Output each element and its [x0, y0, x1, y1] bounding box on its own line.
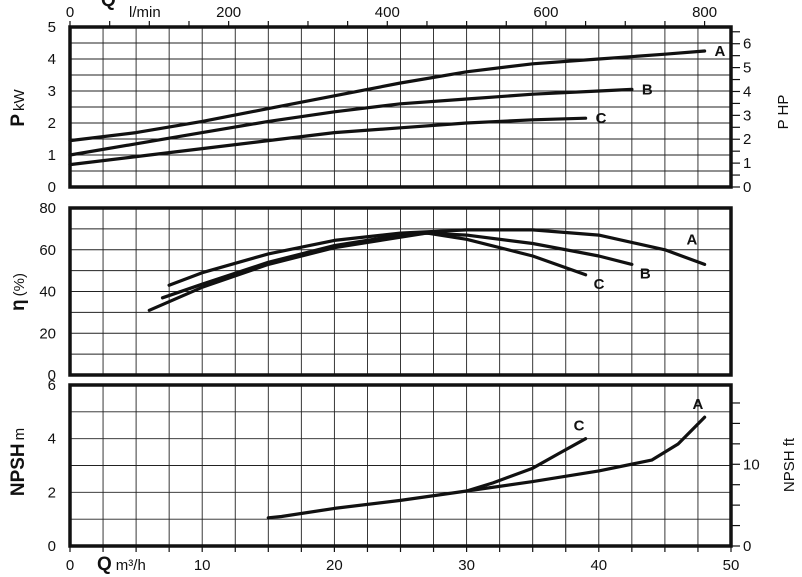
y-tick-label: 20 [39, 325, 56, 342]
x-tick-label: 0 [66, 557, 74, 574]
curve-label-C: C [596, 110, 607, 127]
x2-tick-label: 200 [216, 4, 241, 21]
y-axis-title-power: PkW [8, 88, 29, 126]
y2-tick-label: 1 [743, 155, 751, 172]
y2-tick-label: 0 [743, 179, 751, 196]
y-tick-label: 3 [48, 83, 56, 100]
y-axis-title-efficiency: η (%) [8, 273, 29, 311]
x-tick-label: 30 [458, 557, 475, 574]
y2-tick-label: 5 [743, 60, 751, 77]
x-tick-label: 50 [723, 557, 740, 574]
y2-tick-label: 2 [743, 131, 751, 148]
curve-label-C: C [594, 276, 605, 293]
y-tick-label: 0 [48, 538, 56, 555]
y-tick-label: 40 [39, 284, 56, 301]
y-tick-label: 2 [48, 484, 56, 501]
y2-tick-label: 0 [743, 538, 751, 555]
curve-label-B: B [640, 265, 651, 282]
x-axis-symbol: Q [97, 554, 112, 575]
y2-tick-label: 3 [743, 107, 751, 124]
y-axis-title-npsh: NPSH m [8, 428, 29, 496]
y-tick-label: 1 [48, 147, 56, 164]
x2-tick-label: 400 [375, 4, 400, 21]
y-tick-label: 4 [48, 51, 56, 68]
y-axis-title-power-symbol: P [8, 114, 29, 127]
y-axis-title-efficiency-unit: (%) [11, 273, 28, 296]
y-axis-title-npsh-unit: m [11, 428, 28, 441]
curve-C [147, 231, 588, 312]
panel-frame [68, 25, 733, 189]
x-axis-unit: m³/h [116, 557, 146, 574]
curve-label-B: B [642, 81, 653, 98]
y-axis-title-npsh-symbol: NPSH [8, 443, 29, 496]
y-tick-label: 0 [48, 367, 56, 384]
y2-tick-label: 6 [743, 36, 751, 53]
x2-tick-label: 0 [66, 4, 74, 21]
curve-A [167, 228, 707, 287]
y2-axis-title-power: P HP [775, 95, 792, 130]
top-axis-symbol: Q [101, 0, 116, 11]
curve-A [266, 415, 707, 520]
y-tick-label: 60 [39, 242, 56, 259]
y2-tick-label: 4 [743, 83, 751, 100]
y-tick-label: 6 [48, 377, 56, 394]
y-tick-label: 4 [48, 431, 56, 448]
y-axis-title-power-unit: kW [11, 88, 28, 111]
curve-A [68, 49, 707, 143]
x2-tick-label: 800 [692, 4, 717, 21]
panel-frame [68, 206, 733, 377]
x-tick-label: 40 [590, 557, 607, 574]
top-axis-unit: l/min [129, 4, 161, 21]
curve-B [68, 87, 634, 157]
x-tick-label: 20 [326, 557, 343, 574]
curve-label-C: C [574, 418, 585, 435]
y-axis-title-efficiency-symbol: η [8, 299, 29, 311]
y-tick-label: 80 [39, 200, 56, 217]
x2-tick-label: 600 [533, 4, 558, 21]
curve-label-A: A [693, 396, 704, 413]
curve-C [465, 437, 588, 493]
y2-tick-label: 10 [743, 456, 760, 473]
grid-layer [70, 27, 731, 546]
curve-label-A: A [715, 43, 726, 60]
x-tick-label: 10 [194, 557, 211, 574]
y-tick-label: 5 [48, 19, 56, 36]
curve-C [68, 116, 588, 167]
ticks-layer [69, 21, 740, 552]
curves-layer [68, 49, 707, 520]
y2-axis-title-npsh: NPSH ft [781, 437, 798, 492]
curve-label-A: A [687, 231, 698, 248]
y-tick-label: 0 [48, 179, 56, 196]
y-tick-label: 2 [48, 115, 56, 132]
